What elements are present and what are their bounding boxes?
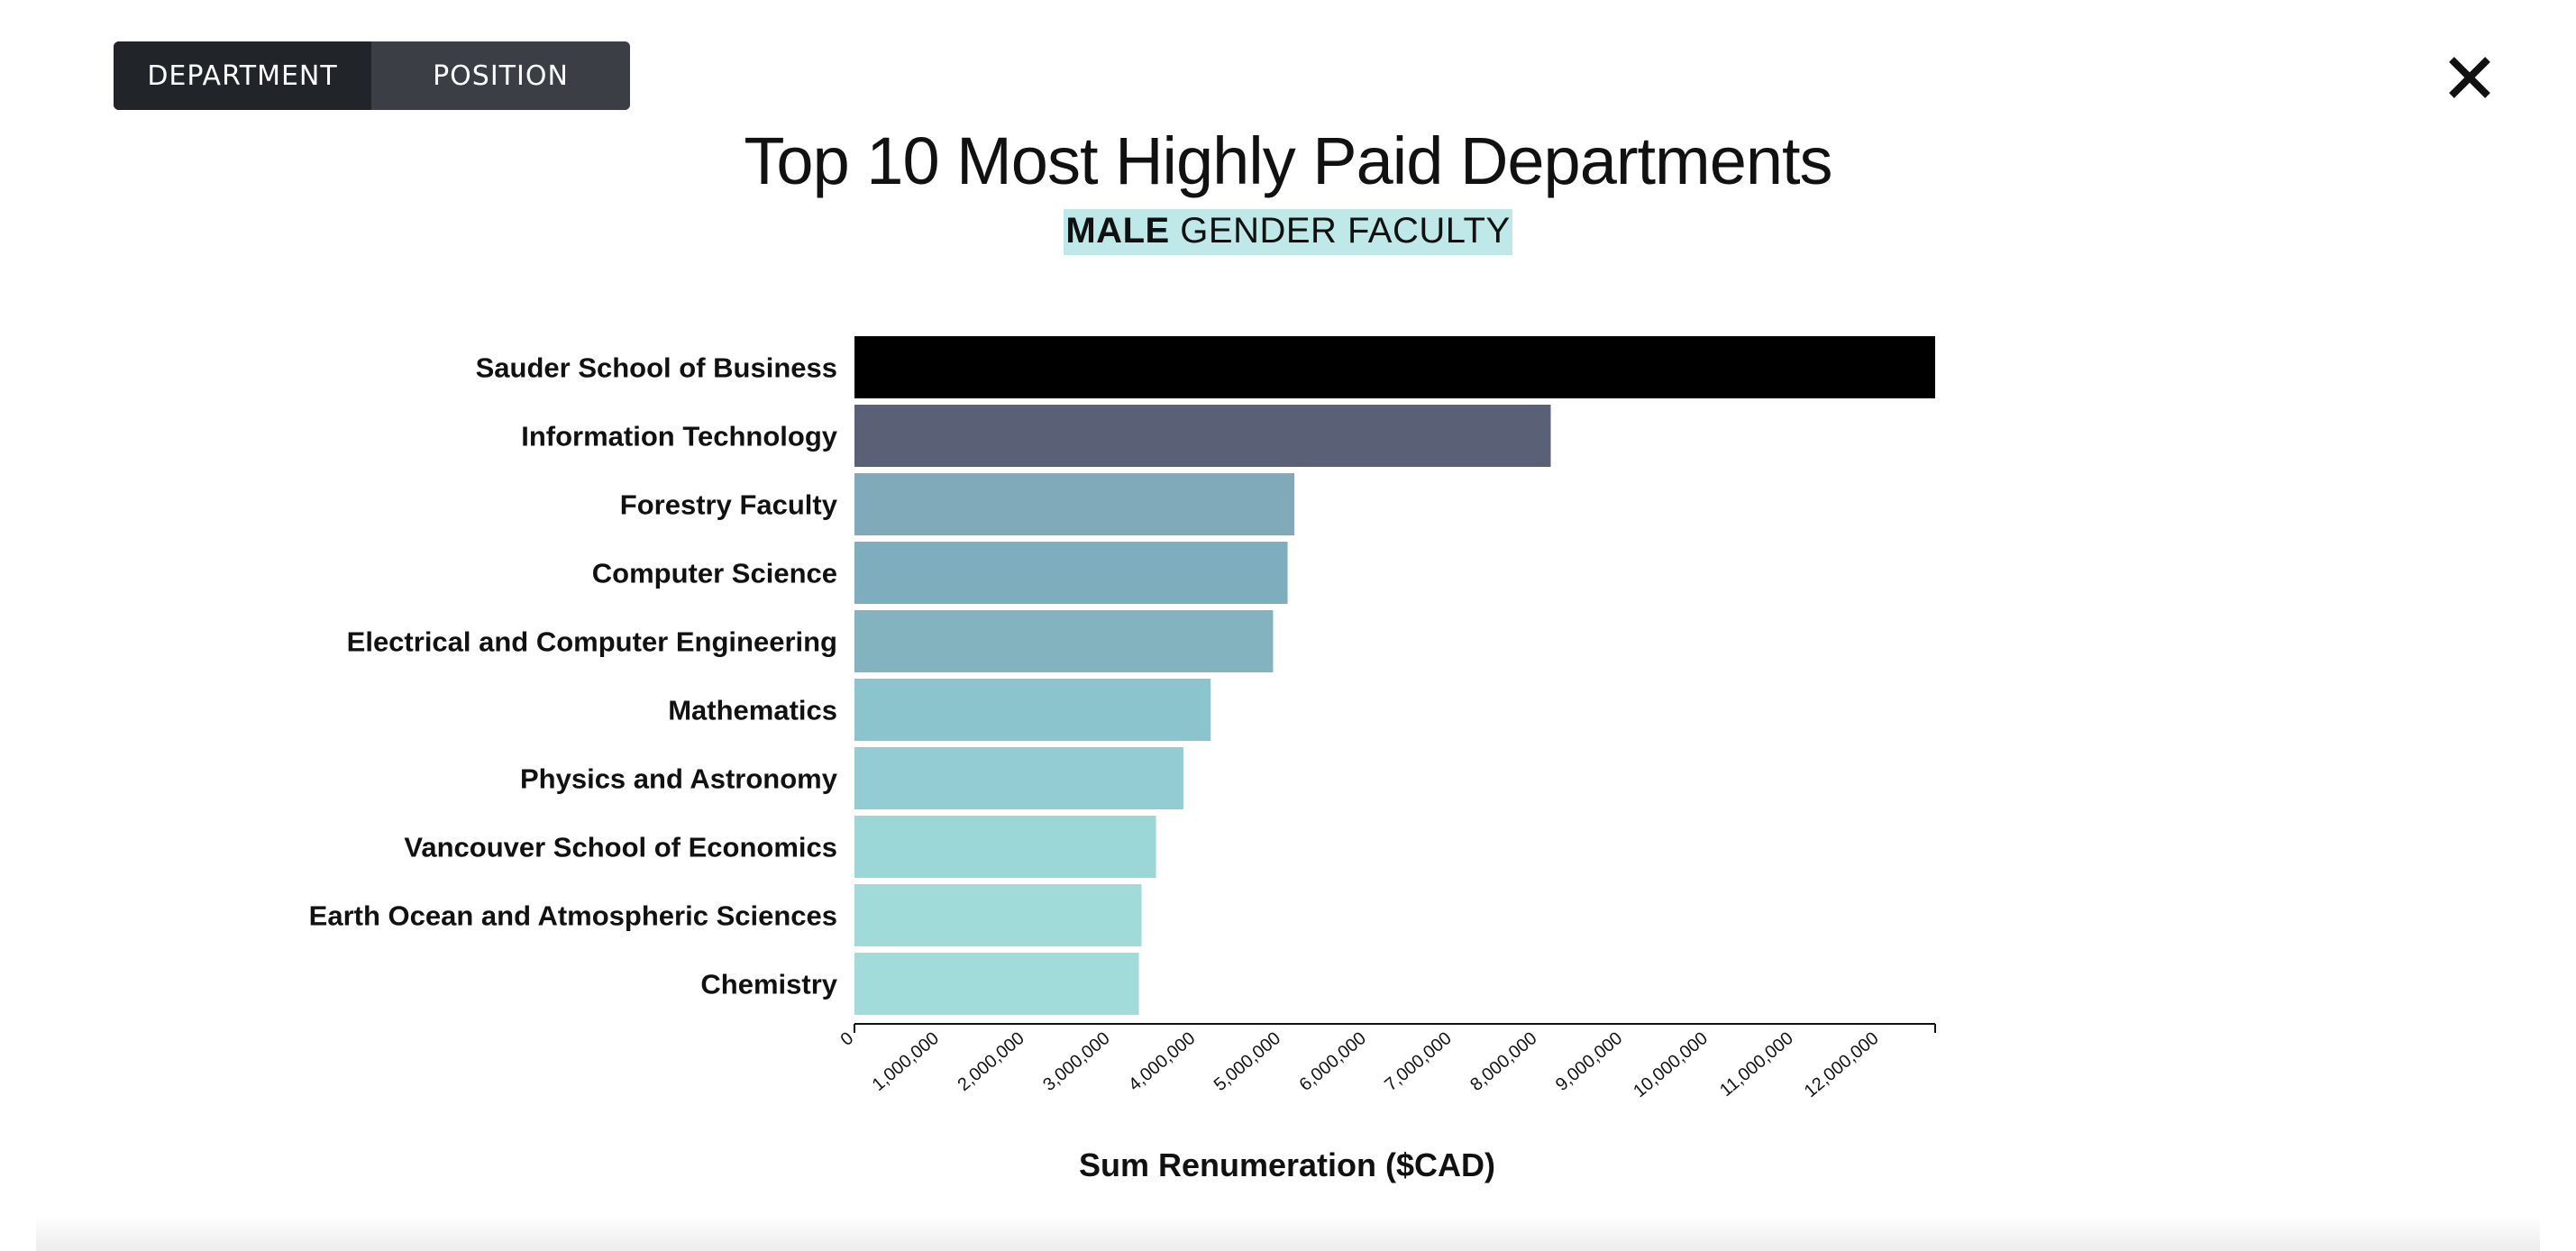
bar bbox=[854, 542, 1288, 604]
bar bbox=[854, 405, 1551, 467]
bar bbox=[854, 816, 1156, 878]
x-tick-label: 10,000,000 bbox=[1630, 1028, 1712, 1101]
x-tick-label: 2,000,000 bbox=[954, 1028, 1028, 1095]
category-label: Chemistry bbox=[700, 969, 837, 1000]
bar bbox=[854, 336, 1935, 398]
x-tick-label: 11,000,000 bbox=[1716, 1028, 1797, 1100]
x-tick-label: 4,000,000 bbox=[1125, 1028, 1199, 1095]
x-tick-label: 12,000,000 bbox=[1801, 1028, 1883, 1101]
close-button[interactable] bbox=[2444, 52, 2495, 103]
bar bbox=[854, 473, 1295, 535]
category-label: Information Technology bbox=[521, 421, 838, 452]
bar bbox=[854, 679, 1211, 741]
x-tick-label: 7,000,000 bbox=[1381, 1028, 1455, 1095]
view-toggle: DEPARTMENT POSITION bbox=[114, 41, 630, 110]
x-tick-label: 6,000,000 bbox=[1296, 1028, 1370, 1095]
bar bbox=[854, 747, 1183, 809]
bar bbox=[854, 884, 1142, 946]
bottom-shadow bbox=[36, 1215, 2540, 1251]
x-tick-label: 5,000,000 bbox=[1210, 1028, 1284, 1095]
category-label: Earth Ocean and Atmospheric Sciences bbox=[309, 900, 837, 932]
category-label: Forestry Faculty bbox=[620, 489, 838, 521]
chart-subtitle: MALE GENDER FACULTY bbox=[1064, 209, 1512, 255]
department-toggle-button[interactable]: DEPARTMENT bbox=[114, 41, 371, 110]
category-label: Sauder School of Business bbox=[476, 352, 837, 384]
bar bbox=[854, 610, 1274, 672]
category-label: Physics and Astronomy bbox=[520, 763, 838, 795]
category-label: Vancouver School of Economics bbox=[404, 832, 837, 863]
x-tick-label: 3,000,000 bbox=[1039, 1028, 1113, 1095]
subtitle-gender: MALE bbox=[1065, 211, 1170, 251]
chart-title: Top 10 Most Highly Paid Departments bbox=[744, 123, 1832, 198]
category-label: Computer Science bbox=[592, 558, 837, 589]
position-toggle-button[interactable]: POSITION bbox=[371, 41, 630, 110]
close-x-icon bbox=[2449, 57, 2490, 98]
chart-subtitle-wrap: MALE GENDER FACULTY bbox=[0, 209, 2576, 255]
category-label: Mathematics bbox=[668, 695, 837, 726]
bar bbox=[854, 953, 1139, 1015]
subtitle-rest: GENDER FACULTY bbox=[1169, 211, 1511, 251]
x-tick-label: 8,000,000 bbox=[1466, 1028, 1540, 1095]
x-tick-label: 1,000,000 bbox=[869, 1028, 943, 1095]
x-axis-title: Sum Renumeration ($CAD) bbox=[1079, 1146, 1495, 1183]
category-label: Electrical and Computer Engineering bbox=[347, 626, 837, 658]
x-tick-label: 9,000,000 bbox=[1552, 1028, 1626, 1095]
